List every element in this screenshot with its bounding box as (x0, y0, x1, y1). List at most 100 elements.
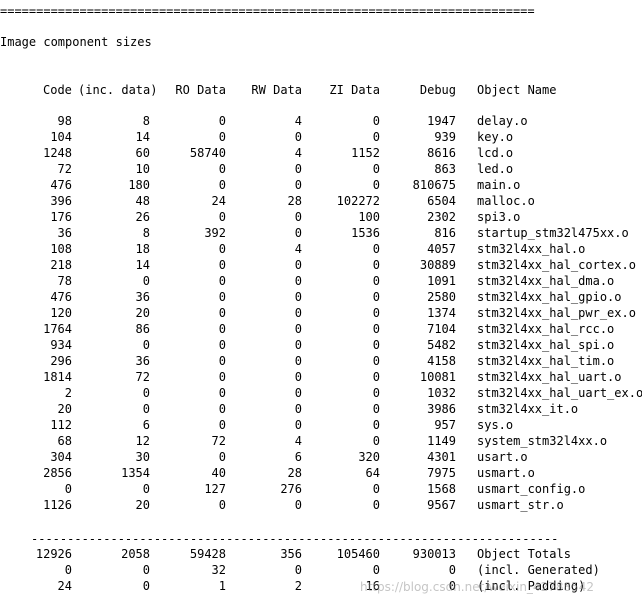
cell-rw-data: 0 (294, 338, 302, 352)
cell-code: 36 (57, 226, 72, 240)
cell-code: 218 (50, 258, 72, 272)
cell-debug: 1149 (427, 434, 456, 448)
table-row: 112 6 0 0 0 957 sys.o (0, 417, 642, 433)
cell-zi-data: 0 (372, 370, 380, 384)
cell-object-name: usart.o (477, 450, 528, 464)
table-row: 296 36 0 0 0 4158 stm32l4xx_hal_tim.o (0, 353, 642, 369)
cell-code: 120 (50, 306, 72, 320)
table-row: 1126 20 0 0 0 9567 usmart_str.o (0, 497, 642, 513)
cell-zi-data: 0 (372, 338, 380, 352)
cell-code: 20 (57, 402, 72, 416)
cell-ro-data: 0 (218, 130, 226, 144)
cell-zi-data: 0 (372, 434, 380, 448)
cell-rw-data: 0 (294, 274, 302, 288)
cell-debug: 10081 (419, 370, 456, 384)
cell-inc-data: 14 (135, 258, 150, 272)
cell-object-name: stm32l4xx_hal.o (477, 242, 586, 256)
cell-rw-data: 0 (294, 322, 302, 336)
cell-inc-data: 26 (135, 210, 150, 224)
cell-zi-data: 0 (372, 130, 380, 144)
cell-ro-data: 32 (211, 563, 226, 577)
cell-ro-data: 0 (218, 162, 226, 176)
cell-debug: 6504 (427, 194, 456, 208)
cell-object-name: Object Totals (477, 547, 571, 561)
table-row: 476 36 0 0 0 2580 stm32l4xx_hal_gpio.o (0, 289, 642, 305)
cell-zi-data: 0 (372, 258, 380, 272)
cell-inc-data: 180 (128, 178, 150, 192)
cell-zi-data: 1152 (351, 146, 380, 160)
cell-debug: 1091 (427, 274, 456, 288)
table-row: 108 18 0 4 0 4057 stm32l4xx_hal.o (0, 241, 642, 257)
cell-code: 1126 (43, 498, 72, 512)
cell-ro-data: 0 (218, 338, 226, 352)
cell-ro-data: 0 (218, 306, 226, 320)
cell-zi-data: 0 (372, 402, 380, 416)
cell-object-name: stm32l4xx_hal_dma.o (477, 274, 615, 288)
cell-ro-data: 0 (218, 178, 226, 192)
cell-rw-data: 0 (294, 226, 302, 240)
cell-inc-data: 14 (135, 130, 150, 144)
cell-ro-data: 0 (218, 274, 226, 288)
cell-ro-data: 127 (204, 482, 226, 496)
cell-object-name: stm32l4xx_hal_pwr_ex.o (477, 306, 636, 320)
cell-object-name: stm32l4xx_hal_uart_ex.o (477, 386, 642, 400)
table-row: 304 30 0 6 320 4301 usart.o (0, 449, 642, 465)
cell-zi-data: 0 (372, 482, 380, 496)
cell-zi-data: 0 (372, 178, 380, 192)
cell-rw-data: 0 (294, 498, 302, 512)
table-row: 0 0 127 276 0 1568 usmart_config.o (0, 481, 642, 497)
cell-zi-data: 0 (372, 498, 380, 512)
totals-row: 24 0 1 2 16 0 (incl. Padding) (0, 578, 642, 594)
cell-debug: 3986 (427, 402, 456, 416)
cell-object-name: startup_stm32l475xx.o (477, 226, 629, 240)
cell-object-name: usmart_str.o (477, 498, 564, 512)
cell-debug: 957 (434, 418, 456, 432)
cell-object-name: malloc.o (477, 194, 535, 208)
cell-inc-data: 2058 (121, 547, 150, 561)
cell-ro-data: 0 (218, 114, 226, 128)
cell-code: 78 (57, 274, 72, 288)
cell-object-name: stm32l4xx_hal_gpio.o (477, 290, 622, 304)
cell-debug: 1568 (427, 482, 456, 496)
header-inc-data: (inc. data) (78, 83, 158, 97)
cell-object-name: stm32l4xx_hal_spi.o (477, 338, 615, 352)
watermark-text: https://blog.csdn.net/weixin_42788542 (360, 580, 595, 594)
cell-ro-data: 0 (218, 498, 226, 512)
table-row: 72 10 0 0 0 863 led.o (0, 161, 642, 177)
cell-object-name: spi3.o (477, 210, 521, 224)
table-row: 36 8 392 0 1536 816 startup_stm32l475xx.o (0, 225, 642, 241)
cell-code: 108 (50, 242, 72, 256)
cell-zi-data: 320 (358, 450, 380, 464)
cell-rw-data: 0 (294, 386, 302, 400)
cell-ro-data: 59428 (189, 547, 226, 561)
cell-ro-data: 0 (218, 322, 226, 336)
cell-zi-data: 0 (372, 563, 380, 577)
cell-inc-data: 0 (142, 402, 150, 416)
table-row: 1814 72 0 0 0 10081 stm32l4xx_hal_uart.o (0, 369, 642, 385)
cell-rw-data: 356 (280, 547, 302, 561)
cell-debug: 7975 (427, 466, 456, 480)
cell-object-name: led.o (477, 162, 514, 176)
cell-rw-data: 0 (294, 290, 302, 304)
cell-debug: 2302 (427, 210, 456, 224)
cell-inc-data: 86 (135, 322, 150, 336)
table-row: 476 180 0 0 0 810675 main.o (0, 177, 642, 193)
table-row: 1248 60 58740 4 1152 8616 lcd.o (0, 145, 642, 161)
cell-inc-data: 60 (135, 146, 150, 160)
cell-inc-data: 20 (135, 498, 150, 512)
cell-debug: 4057 (427, 242, 456, 256)
cell-code: 104 (50, 130, 72, 144)
cell-debug: 0 (448, 563, 456, 577)
cell-rw-data: 0 (294, 130, 302, 144)
cell-inc-data: 18 (135, 242, 150, 256)
cell-ro-data: 0 (218, 418, 226, 432)
cell-rw-data: 0 (294, 418, 302, 432)
column-header-row: Code (inc. data) RO Data RW Data ZI Data… (0, 82, 642, 98)
cell-code: 0 (64, 563, 72, 577)
cell-code: 24 (57, 579, 72, 593)
cell-object-name: stm32l4xx_hal_uart.o (477, 370, 622, 384)
cell-code: 476 (50, 178, 72, 192)
cell-ro-data: 0 (218, 258, 226, 272)
cell-debug: 0 (448, 579, 456, 593)
header-zi-data: ZI Data (329, 83, 380, 97)
